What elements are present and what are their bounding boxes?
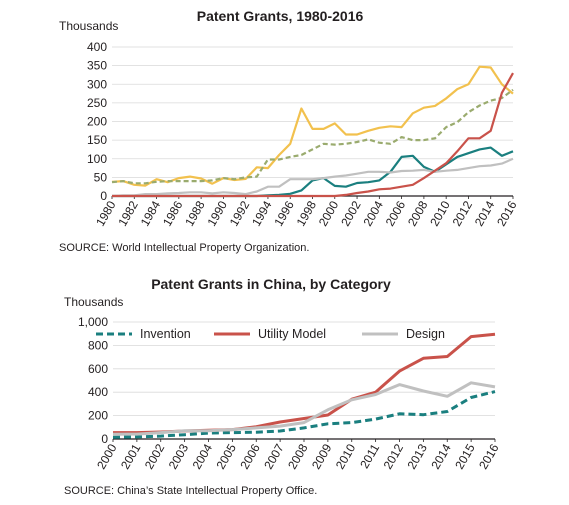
chart1-x-tick-label: 1982 [115, 198, 141, 228]
chart1-x-tick-label: 1986 [160, 198, 186, 228]
chart1-y-tick-label: 100 [87, 152, 107, 166]
chart2-x-tick-label: 2002 [142, 441, 168, 471]
chart1-x-tick-label: 2016 [494, 198, 520, 228]
chart1-y-tick-label: 400 [87, 40, 107, 54]
chart2-x-tick-label: 2012 [381, 441, 407, 471]
legend-label-invention: Invention [140, 327, 191, 341]
chart1-series-line-4 [111, 157, 514, 198]
chart2-x-tick-label: 2001 [118, 441, 144, 471]
chart1-x-tick-label: 1990 [205, 198, 231, 228]
chart1-x-tick-label: 2006 [383, 198, 409, 228]
chart1-x-tick-label: 2000 [316, 198, 342, 228]
chart2-x-tick-label: 2003 [166, 441, 192, 471]
chart2-x-tick-label: 2004 [190, 441, 216, 471]
chart1-x-tick-label: 2002 [338, 198, 364, 228]
chart2-y-tick-label: 600 [88, 362, 108, 376]
chart1-x-tick-label: 2008 [405, 198, 431, 228]
chart2-y-tick-label: 1,000 [78, 315, 108, 329]
chart2-x-tick-label: 2000 [94, 441, 120, 471]
chart1-y-tick-label: 250 [87, 96, 107, 110]
chart2-y-tick-label: 800 [88, 338, 108, 352]
chart1-x-tick-label: 1998 [294, 198, 320, 228]
chart1-x-tick-label: 2012 [450, 198, 476, 228]
chart2-y-tick-label: 200 [88, 409, 108, 423]
chart1-plot: 0 50 100 150 200 250 300 350 400 1980198219841986… [87, 40, 520, 229]
chart2-y-tick-label: 0 [101, 432, 108, 446]
chart1-x-tick-label: 1988 [182, 198, 208, 228]
chart1-y-tick-label: 200 [87, 115, 107, 129]
chart2-x-tick-label: 2016 [476, 441, 502, 471]
chart2-x-tick-label: 2008 [285, 441, 311, 471]
chart2-y-unit-label: Thousands [64, 295, 123, 309]
chart1-y-tick-label: 150 [87, 133, 107, 147]
chart2-legend: Invention Utility Model Design [96, 327, 445, 341]
chart2-x-tick-label: 2011 [357, 441, 382, 471]
chart2-series-utility-model [113, 332, 496, 435]
chart1-series-line-5 [112, 72, 514, 198]
chart1-x-tick-label: 1992 [227, 198, 253, 228]
chart1-series-line-2 [111, 88, 514, 185]
chart1-x-tick-label: 1994 [249, 198, 275, 228]
chart1-x-tick-label: 2010 [427, 198, 453, 228]
chart1-source: SOURCE: World Intellectual Property Orga… [59, 242, 309, 254]
chart1-series-line-1 [111, 65, 514, 187]
chart2-x-tick-label: 2015 [452, 441, 478, 471]
chart2-x-tick-label: 2005 [213, 441, 239, 471]
legend-label-utility-model: Utility Model [258, 327, 326, 341]
chart2-x-tick-label: 2009 [309, 441, 335, 471]
chart1-x-tick-label: 1980 [93, 198, 119, 228]
chart1-x-tick-label: 1996 [271, 198, 297, 228]
chart2-x-tick-label: 2014 [428, 441, 454, 471]
chart2-title: Patent Grants in China, by Category [151, 276, 391, 292]
chart1-x-tick-label: 1984 [138, 198, 164, 228]
chart2-series-design [112, 381, 496, 436]
chart2-x-tick-label: 2006 [237, 441, 263, 471]
chart2-y-tick-label: 400 [88, 385, 108, 399]
chart2-x-tick-label: 2013 [404, 441, 430, 471]
chart1-y-unit-label: Thousands [59, 19, 118, 33]
chart1-y-tick-label: 300 [87, 77, 107, 91]
chart2-x-tick-label: 2007 [261, 441, 287, 471]
chart2-series-invention [112, 390, 496, 439]
chart2-x-tick-label: 2010 [333, 441, 359, 471]
chart1-y-tick-label: 350 [87, 59, 107, 73]
chart2-source: SOURCE: China’s State Intellectual Prope… [64, 485, 317, 497]
chart1-y-tick-label: 0 [100, 189, 107, 203]
chart1-y-tick-label: 50 [94, 170, 108, 184]
chart1-title: Patent Grants, 1980-2016 [197, 8, 364, 24]
legend-label-design: Design [406, 327, 445, 341]
chart1-x-tick-label: 2014 [472, 198, 498, 228]
chart1-x-tick-label: 2004 [360, 198, 386, 228]
